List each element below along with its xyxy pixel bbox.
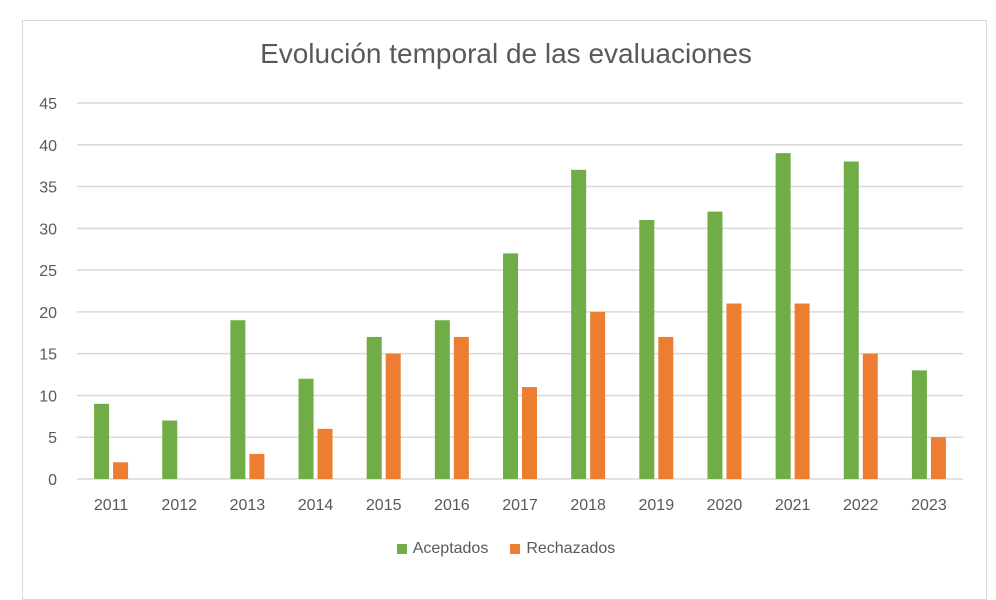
bar-aceptados-2013: [230, 320, 246, 479]
x-tick-label: 2020: [707, 497, 743, 514]
x-tick-label: 2022: [843, 497, 879, 514]
x-tick-label: 2019: [639, 497, 675, 514]
chart-title: Evolución temporal de las evaluaciones: [260, 38, 752, 69]
x-tick-label: 2017: [502, 497, 538, 514]
y-tick-label: 5: [48, 430, 57, 447]
bar-rechazados-2020: [726, 303, 742, 479]
bar-aceptados-2022: [843, 161, 859, 479]
bar-rechazados-2017: [522, 387, 537, 479]
x-tick-label: 2012: [161, 497, 197, 514]
bars: [94, 153, 946, 479]
bar-rechazados-2018: [590, 311, 606, 479]
y-tick-label: 10: [39, 388, 57, 405]
bar-aceptados-2012: [162, 420, 178, 479]
bar-aceptados-2011: [94, 403, 110, 479]
legend-swatch-aceptados: [396, 544, 407, 554]
x-tick-label: 2021: [775, 497, 811, 514]
bar-aceptados-2015: [366, 336, 382, 479]
bar-rechazados-2015: [385, 353, 401, 479]
y-tick-label: 0: [48, 472, 57, 489]
bar-aceptados-2018: [571, 169, 587, 479]
legend-item-rechazados[interactable]: Rechazados: [510, 540, 615, 558]
x-tick-label: 2014: [298, 497, 334, 514]
x-tick-label: 2016: [434, 497, 470, 514]
bar-rechazados-2021: [794, 303, 810, 479]
bar-rechazados-2014: [317, 428, 333, 479]
bar-aceptados-2020: [707, 211, 723, 479]
bar-aceptados-2016: [434, 320, 450, 479]
legend-label-rechazados: Rechazados: [526, 540, 616, 557]
gridlines: [77, 102, 963, 480]
legend-label-aceptados: Aceptados: [412, 540, 489, 557]
bar-aceptados-2014: [298, 378, 314, 479]
bar-aceptados-2019: [639, 219, 655, 479]
legend-item-aceptados[interactable]: Aceptados: [396, 540, 489, 558]
y-axis-ticks: 0 5 10 15 20 25 30 35 40 45: [39, 96, 57, 489]
x-tick-label: 2018: [570, 497, 606, 514]
bar-aceptados-2017: [503, 253, 518, 479]
y-tick-label: 35: [39, 180, 57, 197]
bar-rechazados-2011: [113, 462, 129, 479]
y-tick-label: 40: [39, 138, 57, 155]
bar-rechazados-2013: [249, 453, 265, 479]
x-tick-label: 2011: [94, 497, 129, 514]
y-tick-label: 20: [39, 305, 57, 322]
x-axis-ticks: 2011 2012 2013 2014 2015 2016 2017 2018 2019 2020…: [94, 497, 947, 514]
x-tick-label: 2013: [230, 497, 266, 514]
y-tick-label: 15: [39, 347, 57, 364]
x-tick-label: 2015: [366, 497, 402, 514]
legend: Aceptados Rechazados: [0, 540, 996, 558]
bar-aceptados-2021: [775, 153, 791, 479]
bar-aceptados-2023: [911, 370, 927, 479]
y-tick-label: 45: [39, 96, 57, 113]
bar-rechazados-2016: [453, 336, 469, 479]
x-tick-label: 2023: [911, 497, 947, 514]
bar-rechazados-2019: [658, 336, 674, 479]
bar-rechazados-2022: [862, 353, 878, 479]
y-tick-label: 25: [39, 263, 57, 280]
legend-swatch-rechazados: [510, 544, 521, 554]
bar-rechazados-2023: [930, 437, 946, 479]
y-tick-label: 30: [39, 221, 57, 238]
